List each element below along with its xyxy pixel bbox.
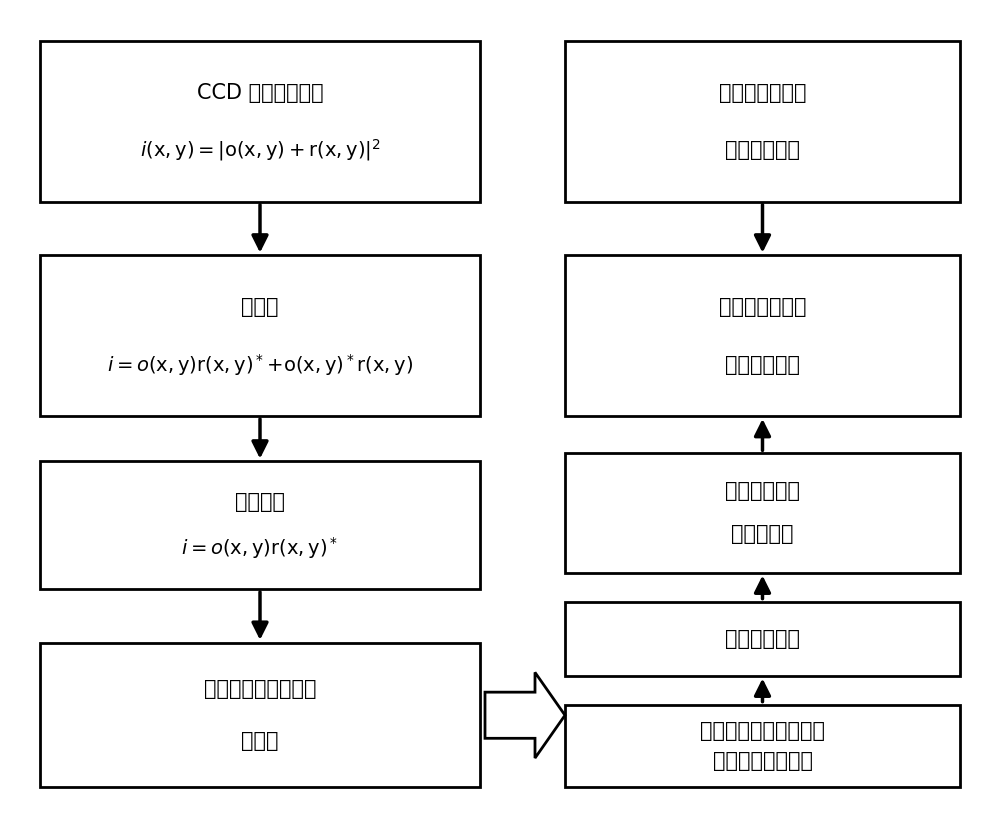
Bar [565,453,960,573]
Text: 同深度的截面图像: 同深度的截面图像 [712,751,812,770]
Text: 改变重建距离，得到不: 改变重建距离，得到不 [700,721,825,741]
Bar [565,602,960,676]
Text: 提取裂纹边界，: 提取裂纹边界， [719,297,806,317]
Bar [40,255,480,416]
Text: $i(\rm x,y)=|o(\rm x,y)+r(\rm x,y)|^2$: $i(\rm x,y)=|o(\rm x,y)+r(\rm x,y)|^2$ [140,138,380,163]
Text: $i=o(\rm x,y)r(\rm x,y)^*$: $i=o(\rm x,y)r(\rm x,y)^*$ [181,536,339,561]
Text: 去共轭像: 去共轭像 [235,492,285,513]
Polygon shape [485,672,565,758]
Bar [565,255,960,416]
Text: CCD 采集全息图像: CCD 采集全息图像 [197,82,323,103]
Bar [565,705,960,787]
Text: 获得裂纹尺寸: 获得裂纹尺寸 [725,140,800,161]
Text: 去背景: 去背景 [241,297,279,317]
Bar [40,41,480,202]
Text: 标定标准样品来: 标定标准样品来 [719,82,806,103]
Bar [40,643,480,787]
Text: 面图像: 面图像 [241,731,279,751]
Text: 重建三维图像: 重建三维图像 [725,629,800,648]
Text: 傅里叶变换法重建截: 傅里叶变换法重建截 [204,679,316,699]
Text: 的深度图像: 的深度图像 [731,524,794,545]
Bar [565,41,960,202]
Text: 获得不同位置: 获得不同位置 [725,481,800,502]
Text: $i=o(\rm x,y)r(\rm x,y)^*\!+\!o(\rm x,y)^*r(\rm x,y)$: $i=o(\rm x,y)r(\rm x,y)^*\!+\!o(\rm x,y)… [107,352,413,377]
Text: 得到裂纹轨迹: 得到裂纹轨迹 [725,354,800,375]
Bar [40,461,480,589]
